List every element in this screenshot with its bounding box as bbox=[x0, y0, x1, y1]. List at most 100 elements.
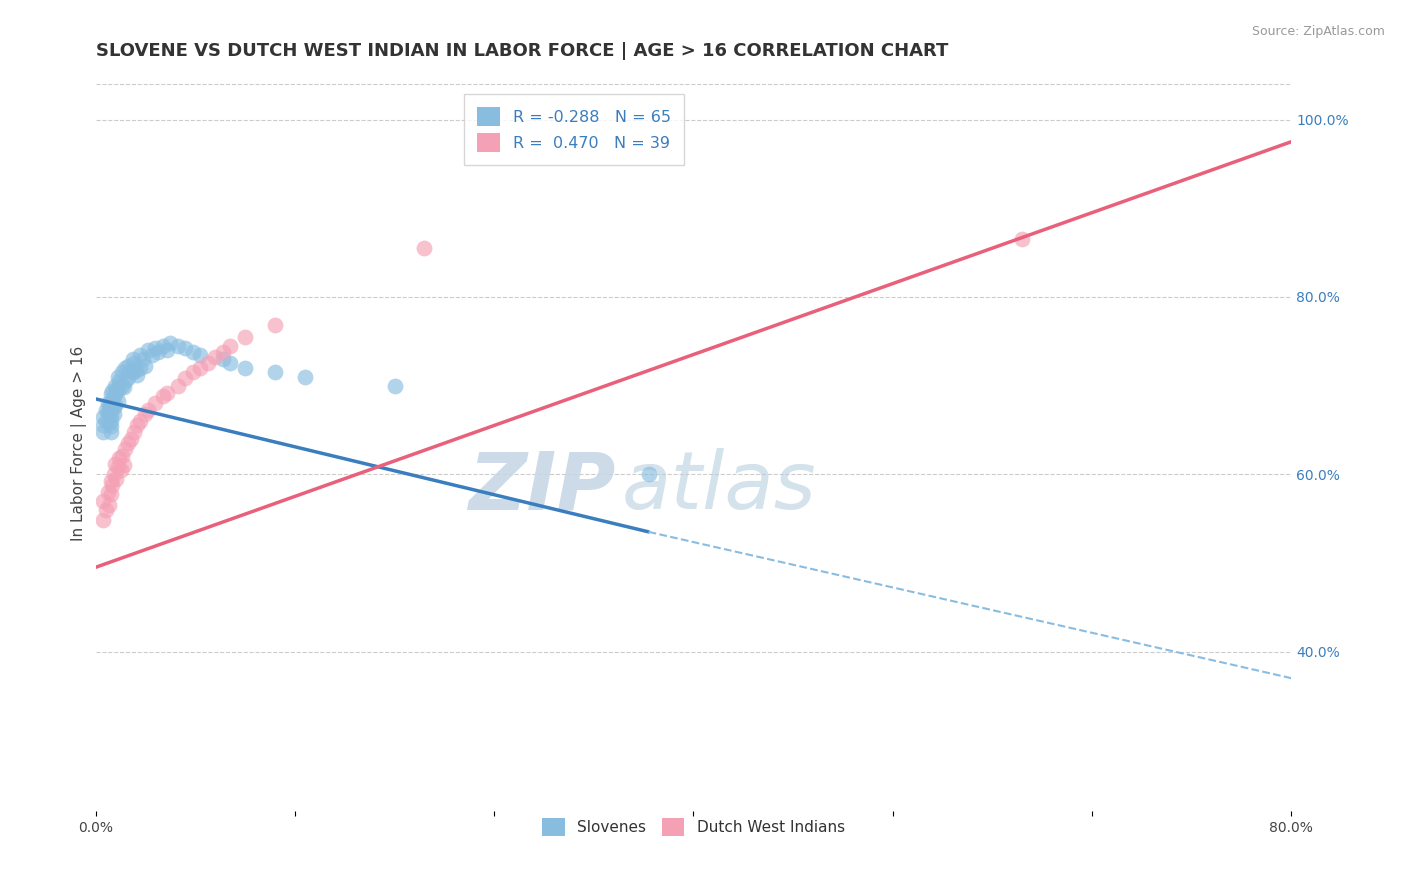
Point bbox=[174, 341, 197, 355]
Point bbox=[233, 330, 256, 344]
Point bbox=[98, 416, 121, 430]
Point bbox=[188, 360, 211, 375]
Point bbox=[129, 360, 152, 375]
Point bbox=[117, 359, 139, 373]
Point bbox=[264, 318, 287, 333]
Point bbox=[91, 418, 114, 433]
Point bbox=[166, 339, 188, 353]
Point bbox=[107, 369, 129, 384]
Point bbox=[188, 347, 211, 361]
Point bbox=[122, 365, 145, 379]
Point bbox=[134, 359, 156, 373]
Point bbox=[103, 467, 125, 482]
Point bbox=[112, 458, 135, 473]
Text: atlas: atlas bbox=[621, 449, 817, 526]
Point bbox=[143, 396, 166, 410]
Point bbox=[107, 383, 129, 397]
Point bbox=[132, 351, 155, 366]
Point bbox=[197, 355, 219, 369]
Point bbox=[413, 241, 436, 255]
Point bbox=[134, 407, 156, 421]
Point bbox=[91, 425, 114, 439]
Point bbox=[100, 387, 122, 401]
Point bbox=[117, 371, 139, 385]
Point bbox=[152, 389, 174, 403]
Point bbox=[103, 400, 125, 414]
Point bbox=[219, 356, 242, 370]
Point bbox=[104, 457, 127, 471]
Point bbox=[100, 409, 122, 423]
Point bbox=[98, 400, 121, 414]
Point bbox=[127, 418, 149, 433]
Point bbox=[159, 336, 181, 351]
Point bbox=[219, 339, 242, 353]
Text: SLOVENE VS DUTCH WEST INDIAN IN LABOR FORCE | AGE > 16 CORRELATION CHART: SLOVENE VS DUTCH WEST INDIAN IN LABOR FO… bbox=[96, 42, 948, 60]
Point bbox=[125, 362, 148, 376]
Point bbox=[127, 368, 149, 382]
Point bbox=[111, 450, 134, 464]
Point bbox=[124, 425, 146, 439]
Point bbox=[91, 513, 114, 527]
Point bbox=[101, 478, 124, 492]
Point bbox=[98, 498, 121, 512]
Point bbox=[91, 493, 114, 508]
Point bbox=[110, 463, 132, 477]
Point bbox=[117, 436, 139, 450]
Point bbox=[111, 378, 134, 392]
Legend: Slovenes, Dutch West Indians: Slovenes, Dutch West Indians bbox=[534, 810, 852, 844]
Point bbox=[1011, 232, 1033, 246]
Point bbox=[96, 485, 118, 500]
Point bbox=[141, 347, 163, 361]
Text: ZIP: ZIP bbox=[468, 449, 616, 526]
Point bbox=[101, 394, 124, 409]
Point bbox=[637, 467, 659, 482]
Point bbox=[96, 396, 118, 410]
Point bbox=[156, 385, 179, 400]
Point bbox=[91, 409, 114, 424]
Point bbox=[143, 341, 166, 355]
Point bbox=[94, 403, 117, 417]
Point bbox=[136, 403, 159, 417]
Point bbox=[129, 347, 152, 361]
Point bbox=[105, 382, 128, 396]
Point bbox=[114, 442, 136, 457]
Y-axis label: In Labor Force | Age > 16: In Labor Force | Age > 16 bbox=[72, 345, 87, 541]
Point bbox=[181, 365, 204, 379]
Point bbox=[211, 351, 233, 366]
Point bbox=[94, 502, 117, 516]
Point bbox=[105, 472, 128, 486]
Point bbox=[100, 419, 122, 434]
Point bbox=[136, 343, 159, 357]
Point bbox=[100, 414, 122, 428]
Point bbox=[166, 378, 188, 392]
Point bbox=[114, 374, 136, 388]
Point bbox=[181, 344, 204, 359]
Point bbox=[101, 384, 124, 398]
Point bbox=[104, 378, 127, 392]
Point bbox=[100, 475, 122, 489]
Point bbox=[100, 425, 122, 439]
Point bbox=[120, 432, 142, 446]
Point bbox=[152, 339, 174, 353]
Point bbox=[156, 343, 179, 357]
Point bbox=[103, 407, 125, 421]
Point bbox=[148, 344, 170, 359]
Point bbox=[111, 365, 134, 379]
Point bbox=[114, 360, 136, 375]
Point bbox=[96, 405, 118, 419]
Point bbox=[124, 355, 146, 369]
Point bbox=[204, 350, 226, 364]
Point bbox=[107, 393, 129, 408]
Point bbox=[118, 364, 141, 378]
Point bbox=[112, 380, 135, 394]
Point bbox=[129, 414, 152, 428]
Point bbox=[108, 451, 131, 466]
Point bbox=[103, 389, 125, 403]
Text: Source: ZipAtlas.com: Source: ZipAtlas.com bbox=[1251, 25, 1385, 38]
Point bbox=[384, 378, 406, 392]
Point bbox=[100, 401, 122, 416]
Point bbox=[100, 487, 122, 501]
Point bbox=[122, 351, 145, 366]
Point bbox=[108, 374, 131, 388]
Point bbox=[294, 369, 316, 384]
